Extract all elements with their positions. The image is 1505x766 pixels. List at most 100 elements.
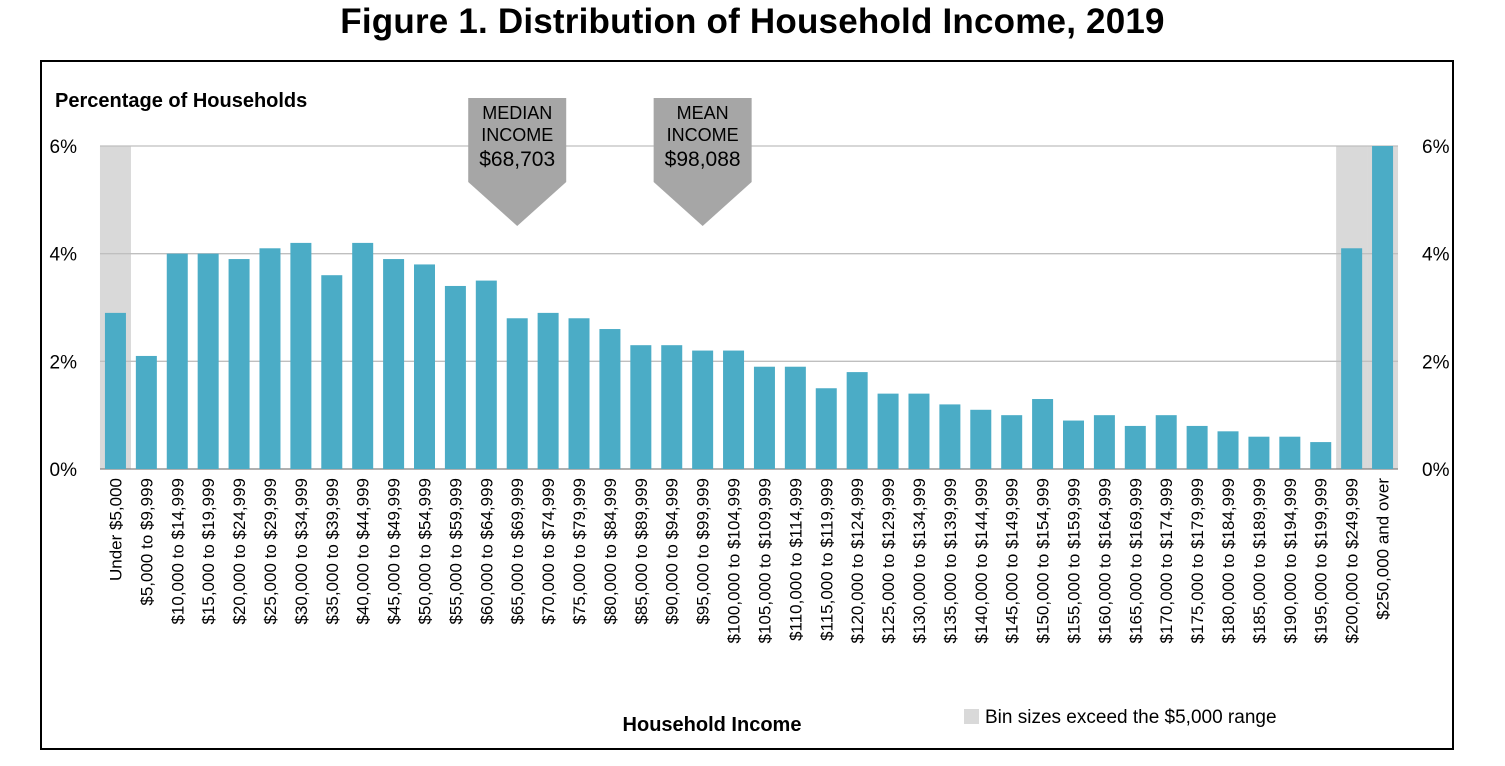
x-tick-label: $5,000 to $9,999 — [137, 478, 156, 606]
annotation-value: $98,088 — [665, 148, 741, 171]
bars — [104, 146, 1394, 469]
x-tick-label: $40,000 to $44,999 — [354, 478, 373, 625]
y-tick-label-left: 6% — [50, 137, 78, 158]
bar — [1372, 146, 1394, 469]
x-tick-label: $140,000 to $144,999 — [972, 478, 991, 643]
bar — [908, 393, 930, 469]
x-tick-label: $185,000 to $189,999 — [1250, 478, 1269, 643]
x-tick-label: $155,000 to $159,999 — [1065, 478, 1084, 643]
annotation-arrow — [653, 98, 752, 226]
chart-frame: 0% 2% 4% 6% 0% 2% 4% 6% Under $5,000 $5,000 to … — [40, 60, 1454, 750]
x-tick-label: $30,000 to $34,999 — [292, 478, 311, 625]
bar — [877, 393, 899, 469]
x-tick-label: $170,000 to $174,999 — [1157, 478, 1176, 643]
x-tick-label: $180,000 to $184,999 — [1219, 478, 1238, 643]
bar — [1217, 431, 1239, 469]
y-tick-label-left: 4% — [50, 245, 78, 266]
bar — [723, 350, 745, 469]
y-tick-label-left: 2% — [50, 352, 78, 373]
bar — [321, 275, 343, 469]
bar — [970, 409, 992, 469]
bar — [1032, 399, 1054, 469]
bar — [1279, 436, 1301, 469]
x-tick-label: $100,000 to $104,999 — [725, 478, 744, 643]
x-tick-label: $75,000 to $79,999 — [570, 478, 589, 625]
bar — [414, 264, 435, 469]
legend-label: Bin sizes exceed the $5,000 range — [985, 707, 1277, 728]
bar — [815, 388, 837, 469]
x-tick-label: $95,000 to $99,999 — [694, 478, 713, 625]
x-tick-label: $130,000 to $134,999 — [910, 478, 929, 643]
bar — [1341, 248, 1363, 469]
bar — [1124, 425, 1146, 469]
bar — [568, 318, 590, 469]
x-tick-label: $200,000 to $249,999 — [1343, 478, 1362, 643]
bar — [1248, 436, 1270, 469]
bar — [475, 280, 497, 469]
bar — [197, 253, 219, 469]
x-tick-label: $160,000 to $164,999 — [1095, 478, 1114, 643]
bar — [383, 259, 405, 469]
y-tick-label-right: 4% — [1422, 245, 1450, 266]
annotation-label: INCOME — [667, 125, 739, 145]
annotation-label: MEAN — [677, 103, 729, 123]
figure-title: Figure 1. Distribution of Household Inco… — [340, 2, 1165, 41]
x-axis-labels: Under $5,000 $5,000 to $9,999 $10,000 to $… — [106, 478, 1392, 644]
x-tick-label: $55,000 to $59,999 — [446, 478, 465, 625]
y-tick-label-right: 0% — [1422, 460, 1450, 481]
x-tick-label: $175,000 to $179,999 — [1188, 478, 1207, 643]
x-tick-label: $145,000 to $149,999 — [1003, 478, 1022, 643]
bar — [166, 253, 188, 469]
x-tick-label: $165,000 to $169,999 — [1126, 478, 1145, 643]
bar — [692, 350, 714, 469]
bar — [1310, 442, 1332, 469]
bar — [135, 355, 157, 469]
bar — [630, 345, 652, 469]
x-tick-label: $135,000 to $139,999 — [941, 478, 960, 643]
bar — [352, 242, 374, 469]
y-tick-label-right: 2% — [1422, 352, 1450, 373]
bar — [939, 404, 961, 469]
x-tick-label: $10,000 to $14,999 — [168, 478, 187, 625]
bar — [506, 318, 528, 469]
legend-swatch — [964, 709, 979, 724]
bar — [537, 312, 559, 469]
x-tick-label: $150,000 to $154,999 — [1034, 478, 1053, 643]
x-tick-label: $125,000 to $129,999 — [879, 478, 898, 643]
x-tick-label: $105,000 to $109,999 — [755, 478, 774, 643]
x-tick-label: $15,000 to $19,999 — [199, 478, 218, 625]
bar — [228, 259, 250, 469]
bar — [290, 242, 312, 469]
x-tick-label: $120,000 to $124,999 — [848, 478, 867, 643]
x-tick-label: $45,000 to $49,999 — [385, 478, 404, 625]
annotation-label: MEDIAN — [482, 103, 552, 123]
x-tick-label: $190,000 to $194,999 — [1281, 478, 1300, 643]
x-tick-label: $50,000 to $54,999 — [416, 478, 435, 625]
bar — [104, 312, 126, 469]
bar — [1063, 420, 1084, 469]
x-tick-label: Under $5,000 — [106, 478, 125, 581]
x-tick-label: $90,000 to $94,999 — [663, 478, 682, 625]
bar — [1001, 415, 1023, 469]
bar — [846, 372, 868, 469]
x-tick-label: $80,000 to $84,999 — [601, 478, 620, 625]
y-tick-label-right: 6% — [1422, 137, 1450, 158]
x-tick-label: $20,000 to $24,999 — [230, 478, 249, 625]
x-tick-label: $115,000 to $119,999 — [817, 478, 836, 641]
bar — [1155, 415, 1177, 469]
x-tick-label: $195,000 to $199,999 — [1312, 478, 1331, 643]
bar — [599, 329, 621, 469]
bar — [444, 285, 466, 469]
bar — [784, 366, 806, 469]
y-axis-right: 0% 2% 4% 6% — [1422, 137, 1450, 481]
bar — [753, 366, 775, 469]
x-axis-title: Household Income — [623, 714, 802, 736]
x-tick-label: $60,000 to $64,999 — [477, 478, 496, 625]
annotation-value: $68,703 — [479, 148, 555, 171]
x-tick-label: $35,000 to $39,999 — [323, 478, 342, 625]
annotation-label: INCOME — [481, 125, 553, 145]
x-tick-label: $85,000 to $89,999 — [632, 478, 651, 625]
bar — [1186, 425, 1208, 469]
x-tick-label: $110,000 to $114,999 — [786, 478, 805, 641]
